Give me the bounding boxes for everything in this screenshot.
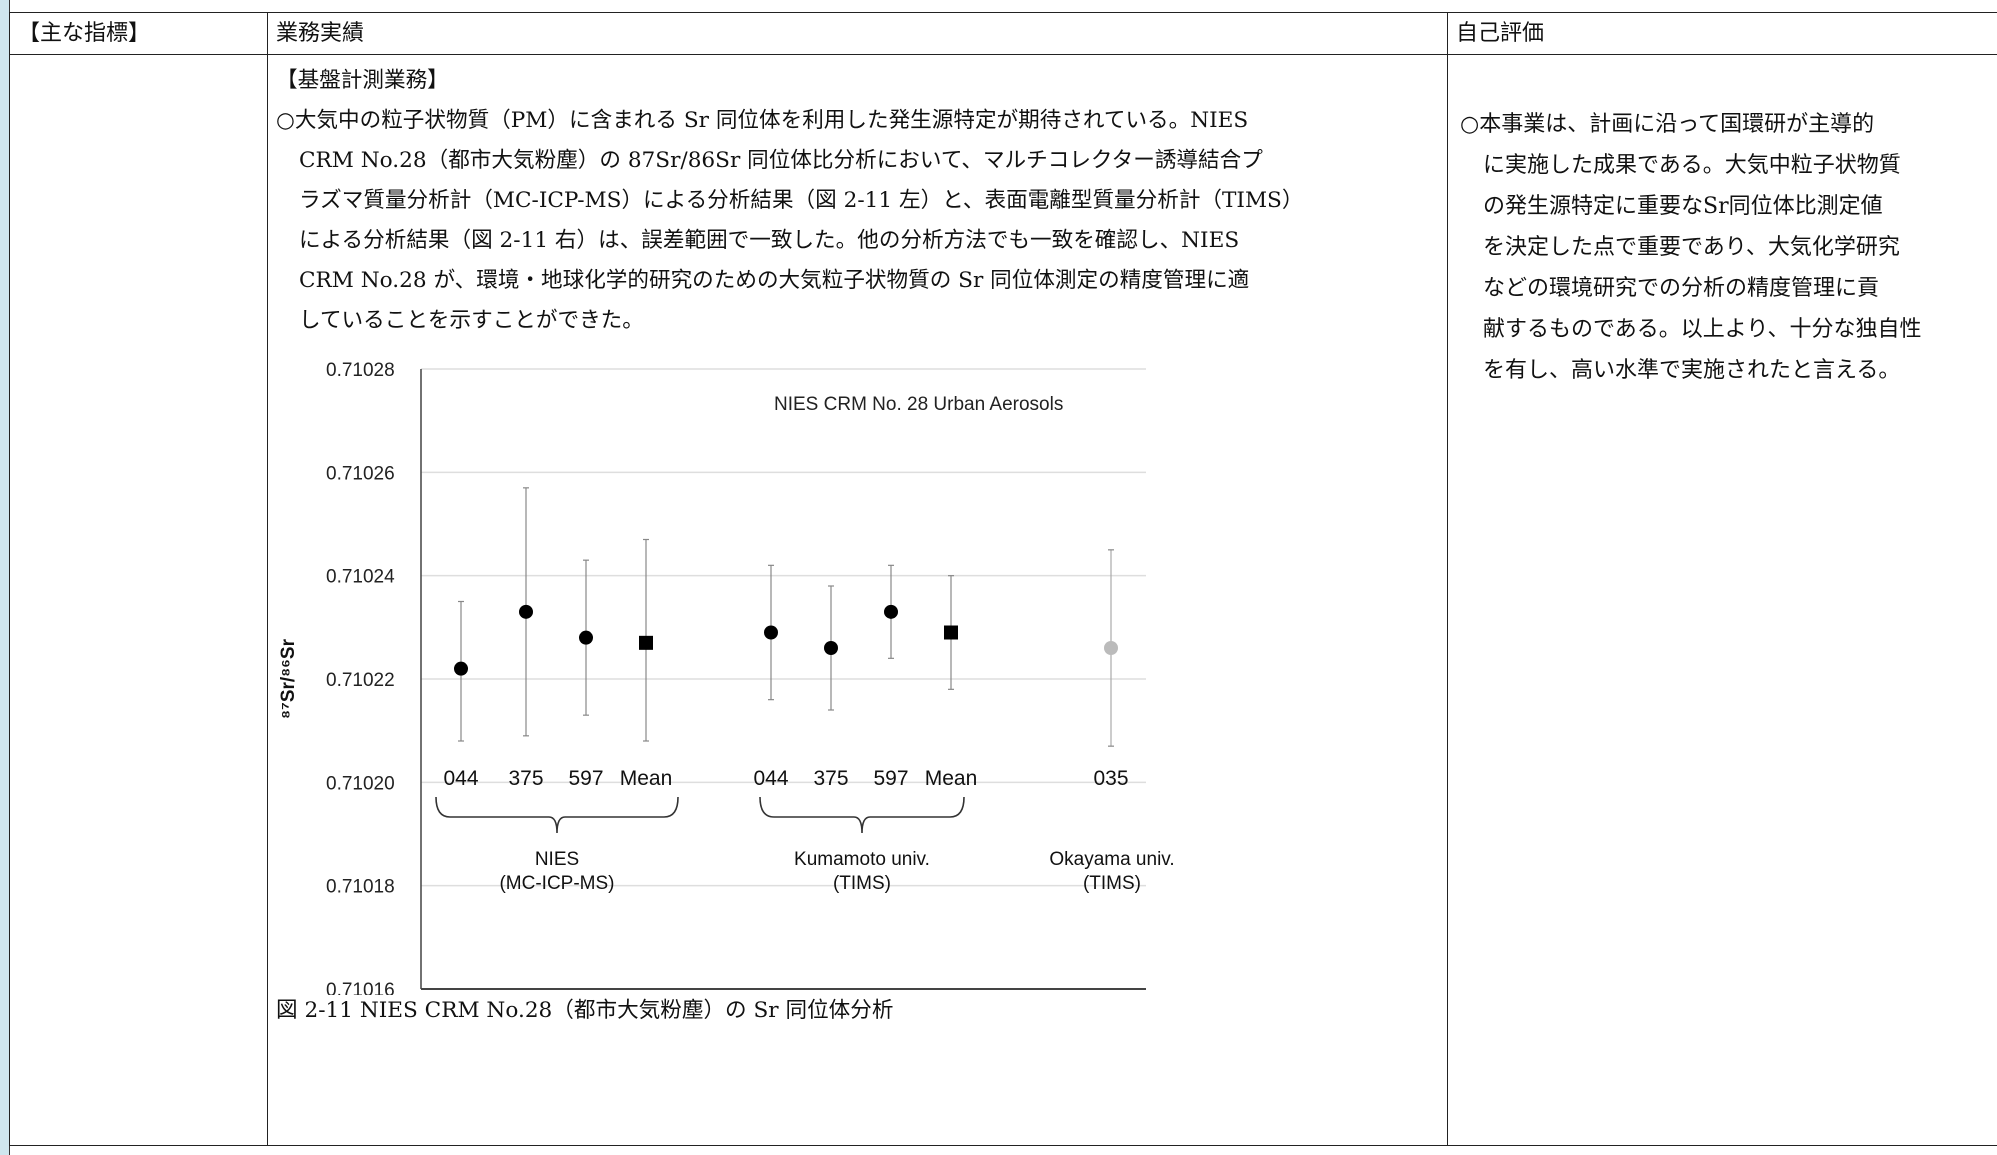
header-indicator: 【主な指標】 (9, 12, 268, 55)
sr-isotope-chart: 0.71016 0.71018 0.71020 0.71022 0.71024 0.710… (276, 355, 1176, 1001)
y-tick-label: 0.71022 (326, 670, 395, 691)
paragraph-line: による分析結果（図 2-11 右）は、誤差範囲で一致した。他の分析方法でも一致を… (299, 228, 1240, 253)
data-point-circle (824, 641, 838, 655)
evaluation-text: ○本事業は、計画に沿って国環研が主導的 に実施した成果である。大気中粒子状物質 … (1448, 55, 1997, 391)
y-tick-label: 0.71020 (326, 773, 395, 794)
point-label: 035 (1093, 767, 1128, 790)
data-point-circle (454, 661, 468, 676)
group-label-name: Kumamoto univ. (794, 849, 930, 870)
group-label-name: NIES (535, 849, 579, 870)
group-bracket (759, 796, 965, 834)
content-row: 【基盤計測業務】 ○大気中の粒子状物質（PM）に含まれる Sr 同位体を利用した… (9, 54, 1997, 1146)
point-label: 375 (813, 767, 848, 790)
evaluation-line: に実施した成果である。大気中粒子状物質 (1483, 153, 1901, 178)
y-tick-label: 0.71018 (326, 877, 395, 898)
point-label: 375 (508, 767, 543, 790)
header-row: 【主な指標】 業務実績 自己評価 (9, 12, 1997, 55)
paragraph-line: ラズマ質量分析計（MC-ICP-MS）による分析結果（図 2-11 左）と、表面… (299, 188, 1304, 213)
paragraph-line: ○大気中の粒子状物質（PM）に含まれる Sr 同位体を利用した発生源特定が期待さ… (276, 108, 1249, 133)
y-tick-label: 0.71028 (326, 360, 395, 381)
point-label: Mean (620, 767, 673, 790)
data-point-square (944, 625, 958, 640)
group-label-method: (TIMS) (833, 873, 891, 894)
report-table: 【主な指標】 業務実績 自己評価 【基盤計測業務】 ○大気中の粒子状物質（PM）… (9, 12, 1997, 1146)
paragraph-line: CRM No.28 が、環境・地球化学的研究のための大気粒子状物質の Sr 同位… (299, 268, 1250, 293)
evaluation-line: を決定した点で重要であり、大気化学研究 (1483, 235, 1900, 260)
group-label-method: (TIMS) (1083, 873, 1141, 894)
section-heading: 【基盤計測業務】 (276, 68, 449, 93)
paragraph-line: していることを示すことができた。 (299, 308, 644, 333)
evaluation-line: ○本事業は、計画に沿って国環研が主導的 (1460, 112, 1875, 137)
y-axis-label: ⁸⁷Sr/⁸⁶Sr (278, 638, 299, 719)
point-label: Mean (925, 767, 978, 790)
y-tick-label: 0.71026 (326, 463, 395, 484)
evaluation-line: を有し、高い水準で実施されたと言える。 (1483, 358, 1901, 383)
point-label: 044 (753, 767, 788, 790)
data-point-circle (579, 630, 593, 645)
group-bracket (435, 796, 679, 834)
evaluation-line: 献するものである。以上より、十分な独自性 (1483, 317, 1922, 342)
results-paragraph: ○大気中の粒子状物質（PM）に含まれる Sr 同位体を利用した発生源特定が期待さ… (276, 101, 1437, 341)
evaluation-line: などの環境研究での分析の精度管理に貢 (1483, 276, 1880, 301)
data-point-circle (884, 604, 898, 619)
header-evaluation: 自己評価 (1447, 12, 1997, 55)
y-tick-label: 0.71024 (326, 567, 395, 588)
group-label-method: (MC-ICP-MS) (499, 873, 614, 894)
indicator-cell (9, 54, 268, 1146)
results-cell: 【基盤計測業務】 ○大気中の粒子状物質（PM）に含まれる Sr 同位体を利用した… (267, 54, 1448, 1146)
chart-title: NIES CRM No. 28 Urban Aerosols (774, 394, 1063, 415)
evaluation-line: の発生源特定に重要なSr同位体比測定値 (1483, 194, 1883, 219)
paragraph-line: CRM No.28（都市大気粉塵）の 87Sr/86Sr 同位体比分析において、… (299, 148, 1263, 173)
figure-caption: 図 2-11 NIES CRM No.28（都市大気粉塵）の Sr 同位体分析 (276, 998, 894, 1023)
group-label-name: Okayama univ. (1049, 849, 1174, 870)
data-point-circle (519, 604, 533, 619)
y-tick-label: 0.71016 (326, 980, 395, 995)
point-label: 597 (873, 767, 908, 790)
chart-svg: 0.71016 0.71018 0.71020 0.71022 0.71024 0.710… (278, 360, 1175, 1001)
point-label: 044 (443, 767, 478, 790)
point-label: 597 (568, 767, 603, 790)
evaluation-cell: ○本事業は、計画に沿って国環研が主導的 に実施した成果である。大気中粒子状物質 … (1447, 54, 1997, 1146)
data-point-circle (764, 625, 778, 640)
data-point-circle (1104, 641, 1118, 655)
data-point-square (639, 635, 653, 650)
header-results: 業務実績 (267, 12, 1448, 55)
